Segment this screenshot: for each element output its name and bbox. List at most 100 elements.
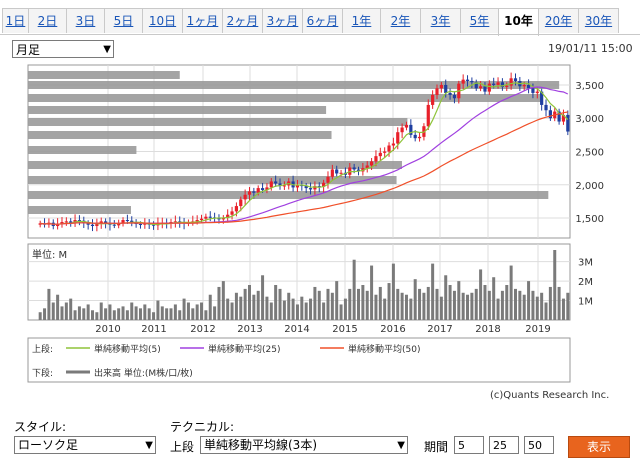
candle-body [387,145,391,152]
volume-bar [522,294,526,320]
technical-upper-label: 上段 [170,440,195,454]
candle-body [339,172,343,174]
volume-bar [513,288,517,320]
style-value: ローソク足 [18,438,79,452]
volume-bar [256,290,260,320]
tab-7[interactable]: 2ヶ月 [222,8,263,33]
year-tick-label: 2011 [141,324,166,335]
volume-bar [73,310,77,320]
volume-bar [378,286,382,320]
period-input-3[interactable]: 50 [524,436,554,454]
tab-1[interactable]: 1日 [2,8,29,33]
candle-body [278,183,282,187]
candle-body [513,78,518,81]
candle-body [121,220,125,224]
candle-body [322,182,326,187]
technical-select[interactable]: 単純移動平均線(3本) ▼ [200,436,408,454]
volume-bar [431,263,435,320]
volume-bar [531,290,535,320]
tab-6[interactable]: 1ヶ月 [182,8,223,33]
candle-body [548,110,552,119]
year-tick-label: 2010 [95,324,120,335]
volume-bar [117,308,121,320]
volume-bar [134,306,138,320]
volume-bar [387,283,391,320]
volume-bar [452,290,456,320]
tab-4[interactable]: 5日 [104,8,143,33]
candle-body [77,220,82,222]
candle-body [239,199,243,207]
period-tabs: 1日 2日 3日 5日 10日 1ヶ月 2ヶ月 3ヶ月 6ヶ月 1年 2年 3年 5年 10年 20年 30年 [2,8,638,36]
candle-body [195,220,199,222]
tab-12[interactable]: 3年 [420,8,461,33]
volume-bar [483,285,487,320]
volume-bar [361,285,365,320]
volume-bar [108,304,112,320]
candle-body [431,94,435,105]
overlay-bar [28,191,549,199]
tab-3[interactable]: 3日 [66,8,105,33]
volume-bar [404,294,408,320]
candle-body [400,127,404,133]
candle-body [335,169,339,174]
volume-bar [261,275,265,320]
candle-body [38,223,42,225]
volume-bar [165,308,169,320]
candle-body [426,104,430,127]
volume-bar [230,302,234,320]
period-input-2[interactable]: 25 [489,436,519,454]
candle-body [439,84,443,89]
volume-bar [317,290,321,320]
overlay-bar [28,106,327,114]
volume-bar [130,302,134,320]
volume-bar [60,306,64,320]
volume-bar [77,306,81,320]
candle-body [356,169,361,172]
candle-period-select[interactable]: 月足 ▼ [12,40,114,58]
volume-bar [557,286,561,320]
legend-volume-text: 出来高 単位:(M株/口/枚) [94,367,193,379]
candle-body [465,79,470,81]
volume-bar [186,302,190,320]
tab-14[interactable]: 10年 [498,8,539,36]
tab-10[interactable]: 1年 [342,8,381,33]
candle-body [413,134,417,139]
volume-bar [561,298,565,320]
tab-9[interactable]: 6ヶ月 [302,8,343,33]
timestamp: 19/01/11 15:00 [548,42,633,55]
year-tick-label: 2014 [284,324,309,335]
period-input-1[interactable]: 5 [454,436,484,454]
ma50-line [40,111,568,225]
volume-tick-label: 3M [578,258,593,269]
candle-body [409,124,413,135]
volume-bar [99,302,103,320]
tab-16[interactable]: 30年 [578,8,619,33]
volume-bar [505,285,509,320]
volume-bar [343,298,347,320]
overlay-bar [28,206,131,214]
volume-bar [147,308,151,320]
volume-bar [208,294,212,320]
tab-divider [0,34,640,35]
candle-body [522,84,526,87]
style-select[interactable]: ローソク足 ▼ [14,436,156,454]
candle-body [404,124,409,128]
candle-body [391,143,395,146]
candle-body [73,220,77,223]
tab-2[interactable]: 2日 [28,8,67,33]
candle-body [352,167,356,170]
volume-bar [422,292,426,320]
candle-body [243,194,247,200]
candle-body [417,136,422,139]
candle-body [221,218,225,220]
candle-body [461,79,465,84]
overlay-bar [28,176,397,184]
volume-bar [56,294,60,320]
candle-body [274,181,278,184]
show-button[interactable]: 表示 [568,436,630,458]
price-tick-label: 3,500 [575,81,604,92]
tab-8[interactable]: 3ヶ月 [262,8,303,33]
tab-13[interactable]: 5年 [460,8,499,33]
volume-bar [435,288,439,320]
tab-15[interactable]: 20年 [538,8,579,33]
